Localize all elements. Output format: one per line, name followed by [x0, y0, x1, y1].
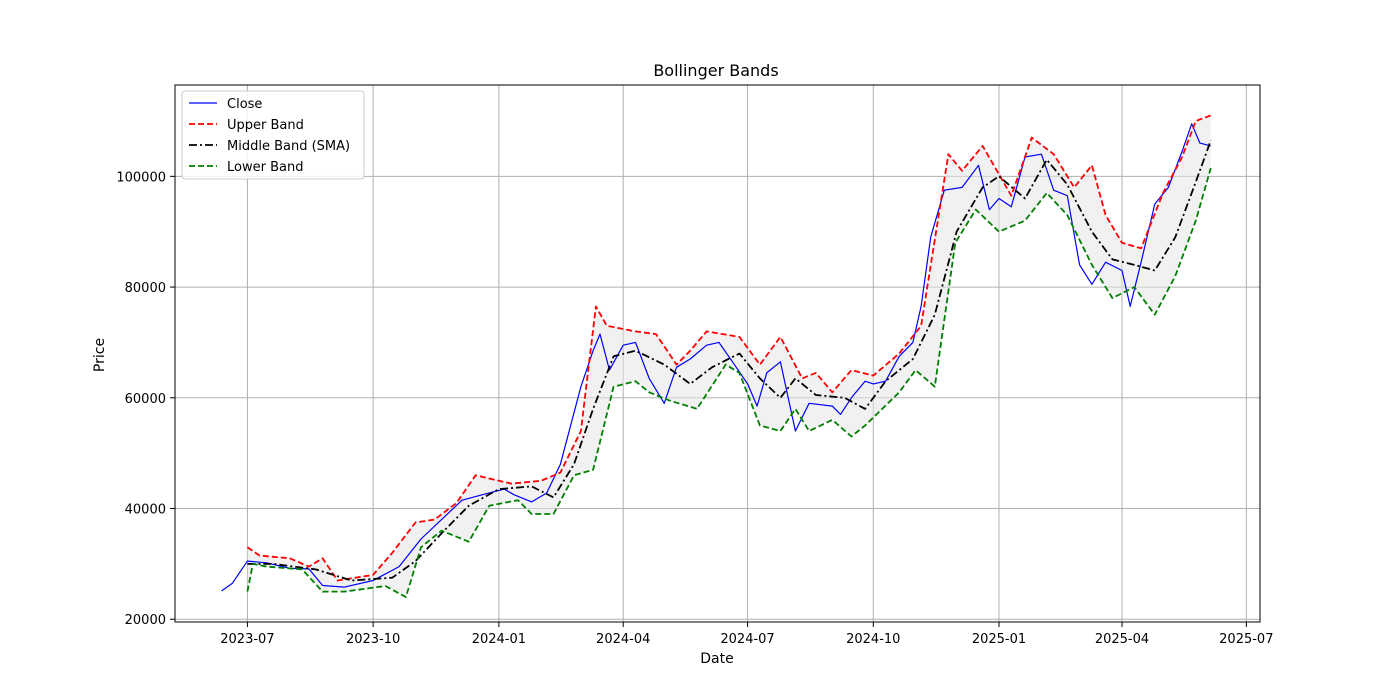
chart-title: Bollinger Bands — [653, 61, 778, 80]
legend-entries: Close Upper Band Middle Band (SMA) Lower Ba… — [189, 97, 350, 175]
legend-label-2: Middle Band (SMA) — [227, 139, 350, 154]
x-tick-label: 2025-01 — [972, 632, 1026, 647]
x-tick-label: 2024-10 — [846, 632, 900, 647]
legend-box — [181, 90, 365, 180]
series-layer — [221, 114, 1212, 598]
x-axis-ticks: 2023-07 2023-10 2024-01 2024-04 2024-07 2024-… — [220, 622, 1273, 647]
x-tick-label: 2024-07 — [720, 632, 774, 647]
y-tick-label: 40000 — [125, 503, 166, 518]
x-tick-label: 2024-04 — [596, 632, 650, 647]
legend: Close Upper Band Middle Band (SMA) Lower Ba… — [181, 90, 365, 180]
x-tick-label: 2025-07 — [1219, 632, 1273, 647]
legend-label-0: Close — [227, 97, 262, 112]
legend-label-1: Upper Band — [227, 118, 304, 133]
series-line-0 — [221, 123, 1211, 592]
plot-frame — [174, 84, 1261, 623]
x-tick-label: 2023-07 — [220, 632, 274, 647]
series-line-2 — [247, 140, 1212, 582]
y-axis-ticks: 20000 40000 60000 80000 100000 — [116, 170, 175, 628]
grid-layer — [175, 85, 1260, 622]
legend-label-3: Lower Band — [227, 160, 303, 175]
y-tick-label: 20000 — [125, 613, 166, 628]
x-tick-label: 2023-10 — [346, 632, 400, 647]
x-tick-label: 2024-01 — [472, 632, 526, 647]
x-axis-label: Date — [700, 651, 733, 667]
series-line-1 — [246, 114, 1212, 582]
series-line-3 — [246, 167, 1212, 598]
y-tick-label: 60000 — [125, 392, 166, 407]
y-tick-label: 100000 — [116, 170, 166, 185]
x-tick-label: 2025-04 — [1095, 632, 1149, 647]
y-tick-label: 80000 — [125, 281, 166, 296]
y-axis-label: Price — [92, 338, 108, 372]
